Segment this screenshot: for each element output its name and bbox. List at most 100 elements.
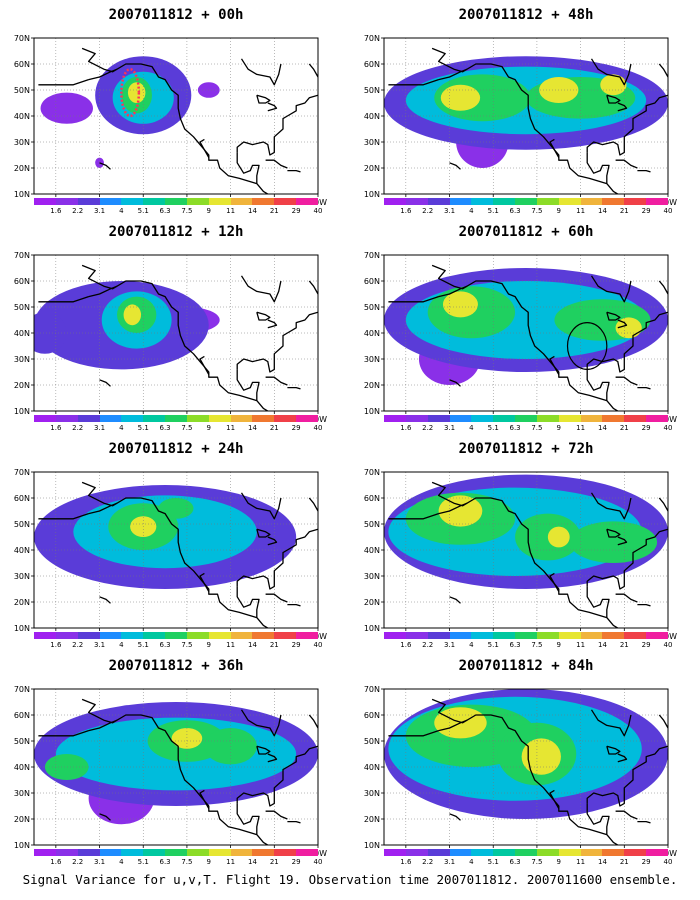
map-plot: 70N60N50N40N30N20N10N180160W140W120W100W… (364, 685, 677, 858)
lat-tick-label: 70N (14, 34, 30, 43)
colorbar-swatch (121, 198, 144, 205)
coastline (38, 78, 89, 86)
coastline (586, 94, 668, 156)
colorbar-swatch (99, 415, 122, 422)
lat-tick-label: 20N (364, 381, 380, 390)
coastline (388, 512, 439, 520)
coastline (590, 275, 632, 303)
colorbar-label: 2.2 (422, 424, 434, 432)
colorbar-swatch (143, 198, 166, 205)
colorbar-swatch (121, 415, 144, 422)
lat-tick-label: 30N (364, 138, 380, 147)
colorbar-swatch (208, 415, 232, 422)
colorbar-swatch (449, 849, 472, 856)
colorbar-label: 1.6 (50, 858, 62, 866)
coastline (637, 386, 651, 390)
colorbar-swatch (208, 198, 232, 205)
colorbar-label: 9 (206, 858, 211, 866)
coastline (287, 820, 301, 824)
colorbar-swatch (165, 415, 188, 422)
coastline (615, 376, 638, 386)
colorbar-label: 9 (556, 207, 561, 215)
coastline (586, 745, 668, 807)
colorbar-label: 40 (663, 207, 673, 215)
colorbar-label: 3.1 (443, 424, 456, 432)
colorbar-swatch (384, 849, 407, 856)
map-plot: 70N60N50N40N30N20N10N180160W140W120W100W… (14, 34, 327, 207)
variance-contour (171, 728, 203, 749)
coastline (99, 813, 111, 821)
lat-tick-label: 40N (364, 112, 380, 121)
colorbar-swatch (515, 849, 538, 856)
colorbar-swatch (580, 849, 603, 856)
colorbar-swatch (252, 849, 275, 856)
lat-tick-label: 50N (364, 303, 380, 312)
lat-tick-label: 10N (364, 190, 380, 199)
colorbar-label: 14 (247, 858, 257, 866)
colorbar-swatch (143, 415, 166, 422)
colorbar-label: 3.1 (93, 207, 106, 215)
lat-tick-label: 30N (14, 789, 30, 798)
colorbar-swatch (384, 632, 407, 639)
colorbar-swatch (143, 849, 166, 856)
lat-tick-label: 70N (14, 468, 30, 477)
colorbar-label: 21 (269, 641, 279, 649)
variance-contour (34, 312, 67, 354)
colorbar-swatch (296, 198, 319, 205)
lat-tick-label: 70N (364, 468, 380, 477)
forecast-panel: 2007011812 + 36h70N60N50N40N30N20N10N180… (0, 657, 340, 871)
colorbar-label: 40 (313, 207, 323, 215)
coastline (236, 528, 318, 590)
colorbar-label: 11 (576, 641, 586, 649)
colorbar-swatch (493, 632, 516, 639)
forecast-panel: 2007011812 + 00h70N60N50N40N30N20N10N180… (0, 6, 340, 220)
forecast-panel: 2007011812 + 60h70N60N50N40N30N20N10N180… (350, 223, 690, 437)
colorbar-label: 9 (206, 207, 211, 215)
colorbar-label: 21 (619, 424, 629, 432)
colorbar-label: 14 (247, 424, 257, 432)
colorbar-swatch (165, 198, 188, 205)
colorbar-label: 3.1 (443, 858, 456, 866)
lat-tick-label: 30N (14, 138, 30, 147)
colorbar-swatch (536, 415, 560, 422)
colorbar-label: 11 (576, 858, 586, 866)
target-region-outline (120, 67, 141, 118)
coastline (199, 572, 210, 592)
colorbar-swatch (515, 198, 538, 205)
colorbar-swatch (471, 198, 494, 205)
coastline (586, 369, 610, 401)
colorbar: 1.6 2.2 3.1 4 5.1 6.3 7.5 9 11 14 21 29 40 (34, 849, 322, 871)
colorbar-label: 21 (269, 424, 279, 432)
colorbar-swatch (99, 198, 122, 205)
colorbar-swatch (624, 415, 647, 422)
colorbar-label: 1.6 (50, 641, 62, 649)
coastline (615, 159, 638, 169)
colorbar-swatch (99, 632, 122, 639)
colorbar-label: 9 (206, 424, 211, 432)
coastline (388, 295, 439, 303)
coastline (431, 47, 619, 194)
lat-tick-label: 60N (14, 60, 30, 69)
colorbar-swatch (449, 198, 472, 205)
coastline (438, 502, 468, 515)
lat-tick-label: 20N (14, 598, 30, 607)
colorbar-label: 6.3 (159, 207, 171, 215)
lat-tick-label: 70N (14, 251, 30, 260)
colorbar: 1.6 2.2 3.1 4 5.1 6.3 7.5 9 11 14 21 29 40 (384, 849, 672, 871)
map-plot: 70N60N50N40N30N20N10N180160W140W120W100W… (364, 251, 677, 424)
colorbar-label: 2.2 (72, 207, 84, 215)
coastline (637, 820, 651, 824)
coastline (265, 159, 288, 169)
colorbar-swatch (77, 415, 101, 422)
variance-contour (521, 738, 561, 775)
colorbar-label: 2.2 (72, 858, 84, 866)
colorbar-swatch (186, 632, 210, 639)
coastline (265, 376, 288, 386)
coastline (256, 528, 271, 538)
coastline (586, 152, 610, 184)
colorbar-label: 7.5 (181, 641, 193, 649)
colorbar-label: 40 (663, 858, 673, 866)
coastline (240, 58, 282, 86)
coastline (388, 729, 439, 737)
coastline (590, 492, 632, 520)
